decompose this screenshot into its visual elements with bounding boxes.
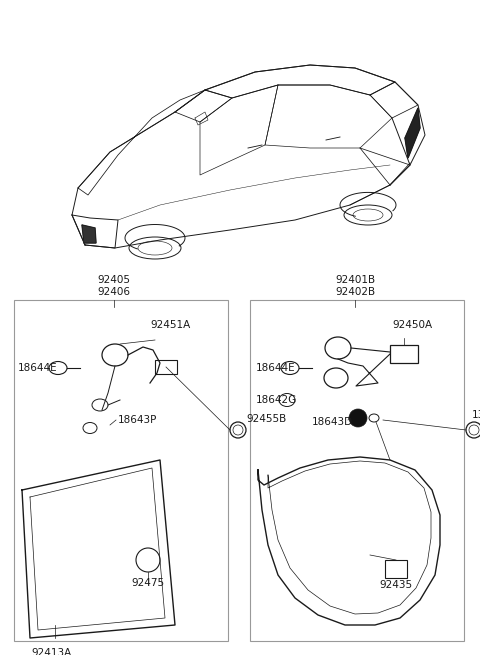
Text: 18644E: 18644E (18, 363, 58, 373)
Text: 18643P: 18643P (118, 415, 157, 425)
Bar (155, 360, 177, 374)
Text: 92475: 92475 (132, 578, 165, 588)
Text: 92450A: 92450A (392, 320, 432, 330)
Bar (385, 560, 407, 578)
Text: 18644E: 18644E (256, 363, 296, 373)
Text: 92405: 92405 (97, 275, 131, 285)
Text: 92406: 92406 (97, 287, 131, 297)
Text: 18642G: 18642G (256, 395, 297, 405)
Bar (390, 345, 418, 363)
Bar (14, 300, 228, 641)
Bar (250, 300, 464, 641)
Text: 1327AA: 1327AA (472, 410, 480, 420)
Circle shape (349, 409, 367, 427)
Text: 92435: 92435 (379, 580, 413, 590)
Polygon shape (82, 225, 96, 243)
Text: 92451A: 92451A (150, 320, 190, 330)
Text: 92401B: 92401B (335, 275, 375, 285)
Text: 92413A: 92413A (32, 648, 72, 655)
Text: 92455B: 92455B (246, 414, 286, 424)
Text: 92402B: 92402B (335, 287, 375, 297)
Polygon shape (405, 108, 420, 158)
Text: 18643D: 18643D (312, 417, 353, 427)
